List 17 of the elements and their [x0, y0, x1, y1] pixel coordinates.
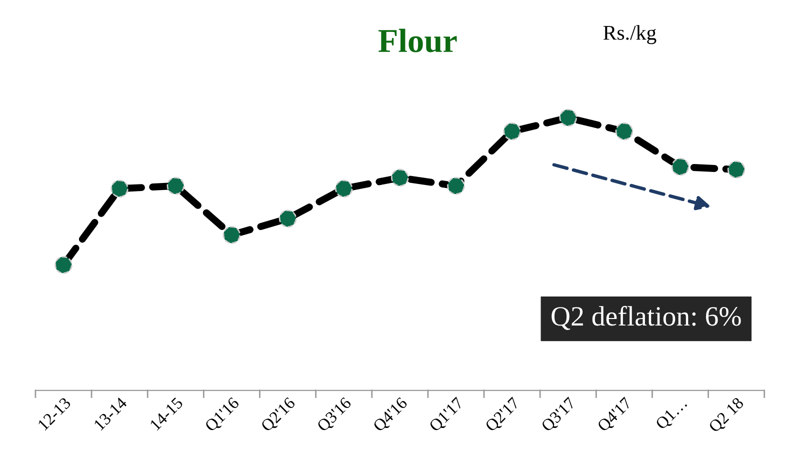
text: Rs./kg	[603, 25, 656, 44]
point	[278, 210, 297, 228]
point	[447, 176, 465, 195]
point	[559, 108, 578, 127]
point	[503, 122, 521, 140]
x-tick-label: Q2 18	[708, 396, 746, 435]
annotation: Q2 deflation: 6%	[552, 306, 741, 330]
point	[222, 226, 241, 244]
point	[671, 158, 690, 176]
point	[727, 160, 746, 178]
point	[166, 176, 185, 195]
chart-title: Flour	[378, 28, 457, 52]
x-tick-label: Q1…	[654, 398, 690, 432]
point	[391, 168, 409, 187]
point	[615, 122, 634, 140]
point	[110, 180, 128, 198]
point	[334, 180, 353, 198]
